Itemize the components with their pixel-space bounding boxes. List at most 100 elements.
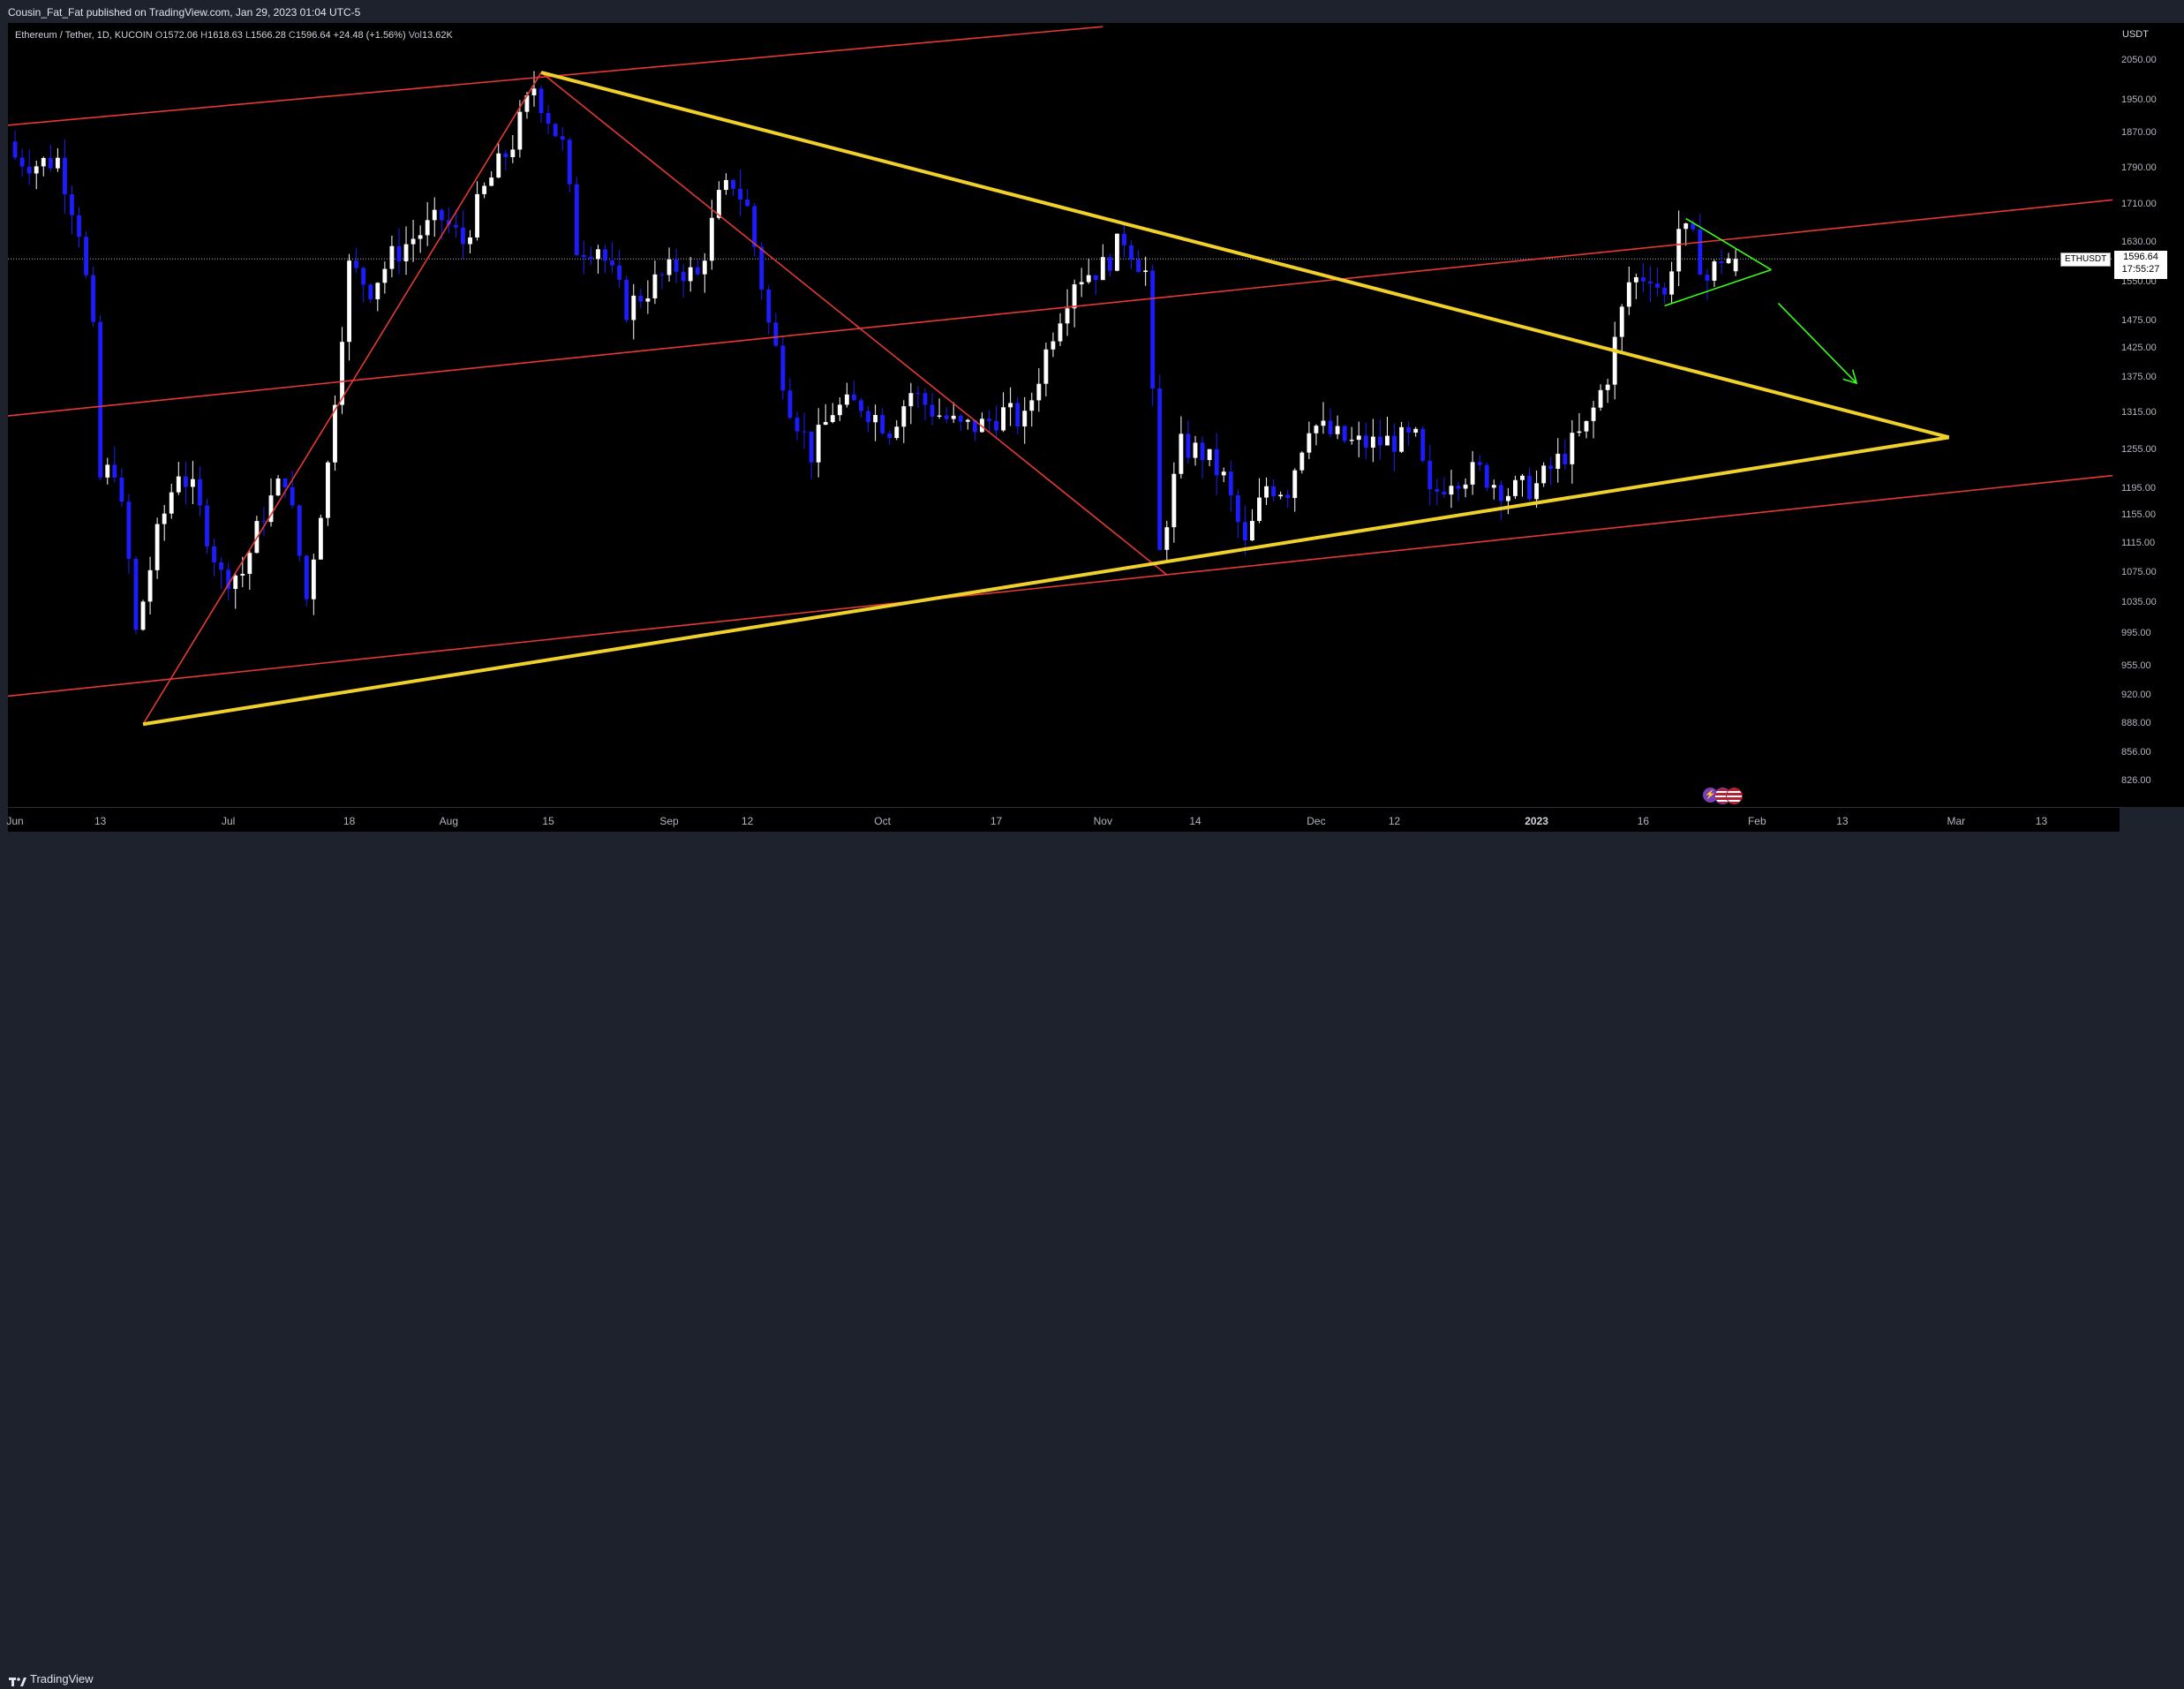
price-tick-label: 1475.00: [2121, 315, 2157, 327]
candle-body: [652, 274, 658, 298]
candle-body: [425, 220, 430, 236]
candle-body: [1107, 257, 1112, 271]
channel-middle-line: [8, 199, 2112, 417]
candle-body: [1022, 411, 1028, 427]
candle-body: [738, 188, 742, 200]
candle-body: [866, 411, 870, 423]
time-axis[interactable]: [8, 807, 2120, 833]
time-tick-label: 15: [542, 815, 554, 827]
candle-body: [1392, 435, 1397, 452]
price-tick-label: 1710.00: [2121, 198, 2157, 209]
candle-body: [724, 179, 728, 191]
candle-body: [517, 111, 523, 150]
candle-body: [1278, 494, 1284, 497]
candle-body: [1122, 233, 1126, 245]
candle-body: [1093, 275, 1098, 281]
candle-body: [830, 415, 835, 423]
candle-body: [453, 224, 458, 228]
tradingview-logo[interactable]: TradingView: [9, 1672, 94, 1686]
candle-body: [631, 295, 636, 320]
price-tick-label: 1255.00: [2121, 443, 2157, 455]
candle-countdown: 17:55:27: [2121, 264, 2160, 275]
us-flag-icon[interactable]: [1726, 788, 1743, 804]
candle-body: [140, 601, 146, 630]
candle-body: [1193, 442, 1198, 458]
candle-body: [1271, 486, 1277, 497]
candle-body: [1442, 491, 1447, 495]
symbol-tag: ETHUSDT: [2060, 253, 2112, 268]
legend-high: 1618.63: [207, 30, 243, 41]
candle-body: [1385, 435, 1389, 446]
candle-body: [354, 260, 359, 268]
candle-body: [688, 267, 693, 282]
candle-body: [1705, 274, 1710, 281]
candle-body: [859, 400, 863, 411]
candle-body: [1598, 389, 1603, 408]
candle-body: [1676, 229, 1682, 272]
candle-body: [212, 546, 216, 562]
legend-close: 1596.64: [295, 30, 331, 41]
candle-body: [1363, 435, 1368, 448]
candle-body: [1648, 281, 1653, 284]
candle-body: [589, 257, 593, 260]
candle-body: [183, 476, 188, 487]
candle-body: [340, 342, 344, 405]
candle-body: [112, 464, 117, 478]
time-tick-label: Sep: [659, 815, 679, 827]
time-tick-label: 13: [2035, 815, 2048, 827]
legend-change: +24.48 (+1.56%): [333, 30, 406, 41]
lightning-icon[interactable]: ⚡: [1703, 788, 1718, 803]
candle-body: [745, 200, 750, 207]
candle-body: [55, 157, 60, 169]
candle-body: [1726, 258, 1731, 264]
candle-body: [290, 486, 295, 506]
candle-body: [34, 166, 39, 174]
time-tick-label: Jun: [6, 815, 24, 827]
candle-body: [1733, 259, 1738, 272]
candle-body: [1321, 420, 1326, 426]
candle-body: [1605, 384, 1610, 390]
candle-body: [1307, 433, 1312, 453]
candle-body: [1143, 270, 1148, 273]
candle-body: [1001, 407, 1005, 431]
price-axis[interactable]: [2112, 23, 2184, 807]
candle-body: [1171, 473, 1177, 528]
candle-body: [1051, 341, 1056, 350]
price-chart[interactable]: [8, 23, 2112, 807]
candle-body: [1641, 276, 1646, 282]
time-tick-label: Dec: [1307, 815, 1326, 827]
candle-body: [1563, 453, 1568, 464]
candle-body: [147, 569, 153, 602]
candle-body: [887, 433, 892, 439]
candle-body: [1456, 486, 1461, 489]
candle-body: [809, 431, 814, 463]
candle-body: [766, 289, 772, 323]
candle-body: [1186, 434, 1191, 458]
legend-volume: 13.62K: [421, 30, 453, 41]
candle-body: [482, 185, 487, 194]
candle-body: [176, 476, 181, 493]
time-tick-label: 2023: [1525, 815, 1548, 827]
candle-body: [1235, 495, 1240, 523]
candle-body: [1470, 462, 1475, 485]
chart-pane[interactable]: [8, 23, 2120, 807]
candle-body: [787, 390, 793, 418]
legend-symbol: Ethereum / Tether, 1D, KUCOIN: [15, 30, 153, 41]
candle-body: [972, 419, 977, 433]
candle-body: [1691, 223, 1696, 230]
candle-body: [169, 492, 174, 514]
time-tick-label: 18: [343, 815, 356, 827]
candle-body: [702, 260, 707, 275]
candle-body: [709, 217, 714, 261]
candle-body: [1036, 383, 1042, 401]
candle-body: [403, 244, 409, 261]
top-bar: Cousin_Fat_Fat published on TradingView.…: [0, 0, 2184, 23]
candle-body: [1164, 527, 1170, 550]
candle-body: [773, 322, 779, 346]
candle-body: [567, 139, 572, 185]
candle-body: [1527, 475, 1532, 500]
candle-body: [1698, 229, 1703, 275]
candle-body: [1221, 471, 1226, 476]
candle-body: [1257, 497, 1261, 522]
time-tick-label: 13: [94, 815, 107, 827]
